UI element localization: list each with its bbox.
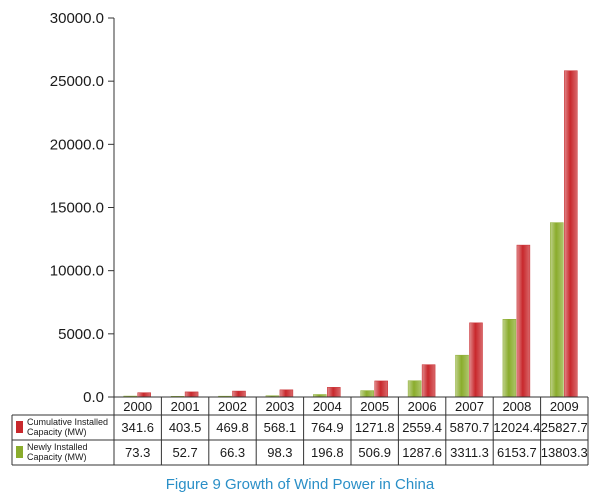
data-label: 98.3 (267, 445, 292, 460)
data-label: 469.8 (216, 420, 249, 435)
legend-label-line1: Cumulative Installed (27, 417, 108, 427)
x-tick-label: 2006 (408, 399, 437, 414)
data-label: 764.9 (311, 420, 344, 435)
y-tick-label: 30000.0 (50, 10, 104, 27)
x-tick-label: 2008 (502, 399, 531, 414)
bar-cumulative-2004 (327, 387, 341, 398)
data-label: 5870.7 (450, 420, 490, 435)
data-label: 13803.3 (541, 445, 588, 460)
y-tick-label: 15000.0 (50, 200, 104, 217)
x-tick-label: 2002 (218, 399, 247, 414)
data-label: 52.7 (172, 445, 197, 460)
bar-newly-2008 (502, 319, 517, 398)
legend-swatch-cumulative (16, 421, 23, 433)
bar-cumulative-2007 (469, 322, 483, 398)
legend-label-line1: Newly Installed (27, 442, 88, 452)
y-tick-label: 25000.0 (50, 73, 104, 90)
data-label: 66.3 (220, 445, 245, 460)
data-label: 341.6 (121, 420, 154, 435)
bar-newly-2009 (550, 222, 564, 398)
bar-cumulative-2006 (421, 364, 436, 398)
bar-cumulative-2008 (516, 244, 531, 398)
data-label: 3311.3 (450, 445, 489, 460)
bar-cumulative-2009 (564, 70, 578, 398)
bar-cumulative-2002 (232, 390, 246, 398)
x-tick-label: 2003 (265, 399, 294, 414)
bar-cumulative-2003 (279, 389, 294, 398)
bar-newly-2007 (455, 354, 469, 398)
x-tick-label: 2005 (360, 399, 389, 414)
legend-label-line2: Capacity (MW) (27, 452, 87, 462)
data-label: 568.1 (264, 420, 297, 435)
data-label: 506.9 (358, 445, 391, 460)
bar-newly-2006 (407, 380, 422, 398)
bar-cumulative-2005 (374, 380, 388, 398)
bar-cumulative-2000 (137, 392, 151, 398)
x-tick-label: 2004 (313, 399, 342, 414)
y-tick-label: 5000.0 (58, 326, 104, 343)
data-label: 403.5 (169, 420, 202, 435)
y-tick-label: 0.0 (83, 389, 104, 406)
data-label: 196.8 (311, 445, 344, 460)
bar-cumulative-2001 (184, 391, 199, 398)
x-tick-label: 2009 (550, 399, 579, 414)
data-label: 6153.7 (497, 445, 537, 460)
legend-swatch-newly (16, 446, 23, 458)
x-tick-label: 2001 (171, 399, 200, 414)
data-label: 73.3 (125, 445, 150, 460)
y-tick-label: 10000.0 (50, 263, 104, 280)
data-label: 1287.6 (402, 445, 442, 460)
figure-caption: Figure 9 Growth of Wind Power in China (165, 476, 435, 493)
data-label: 25827.7 (541, 420, 588, 435)
data-label: 1271.8 (355, 420, 395, 435)
data-label: 12024.4 (493, 420, 540, 435)
bar-newly-2005 (360, 390, 374, 398)
data-label: 2559.4 (402, 420, 442, 435)
y-tick-label: 20000.0 (50, 136, 104, 153)
x-tick-label: 2000 (123, 399, 152, 414)
x-tick-label: 2007 (455, 399, 484, 414)
legend-label-line2: Capacity (MW) (27, 427, 87, 437)
